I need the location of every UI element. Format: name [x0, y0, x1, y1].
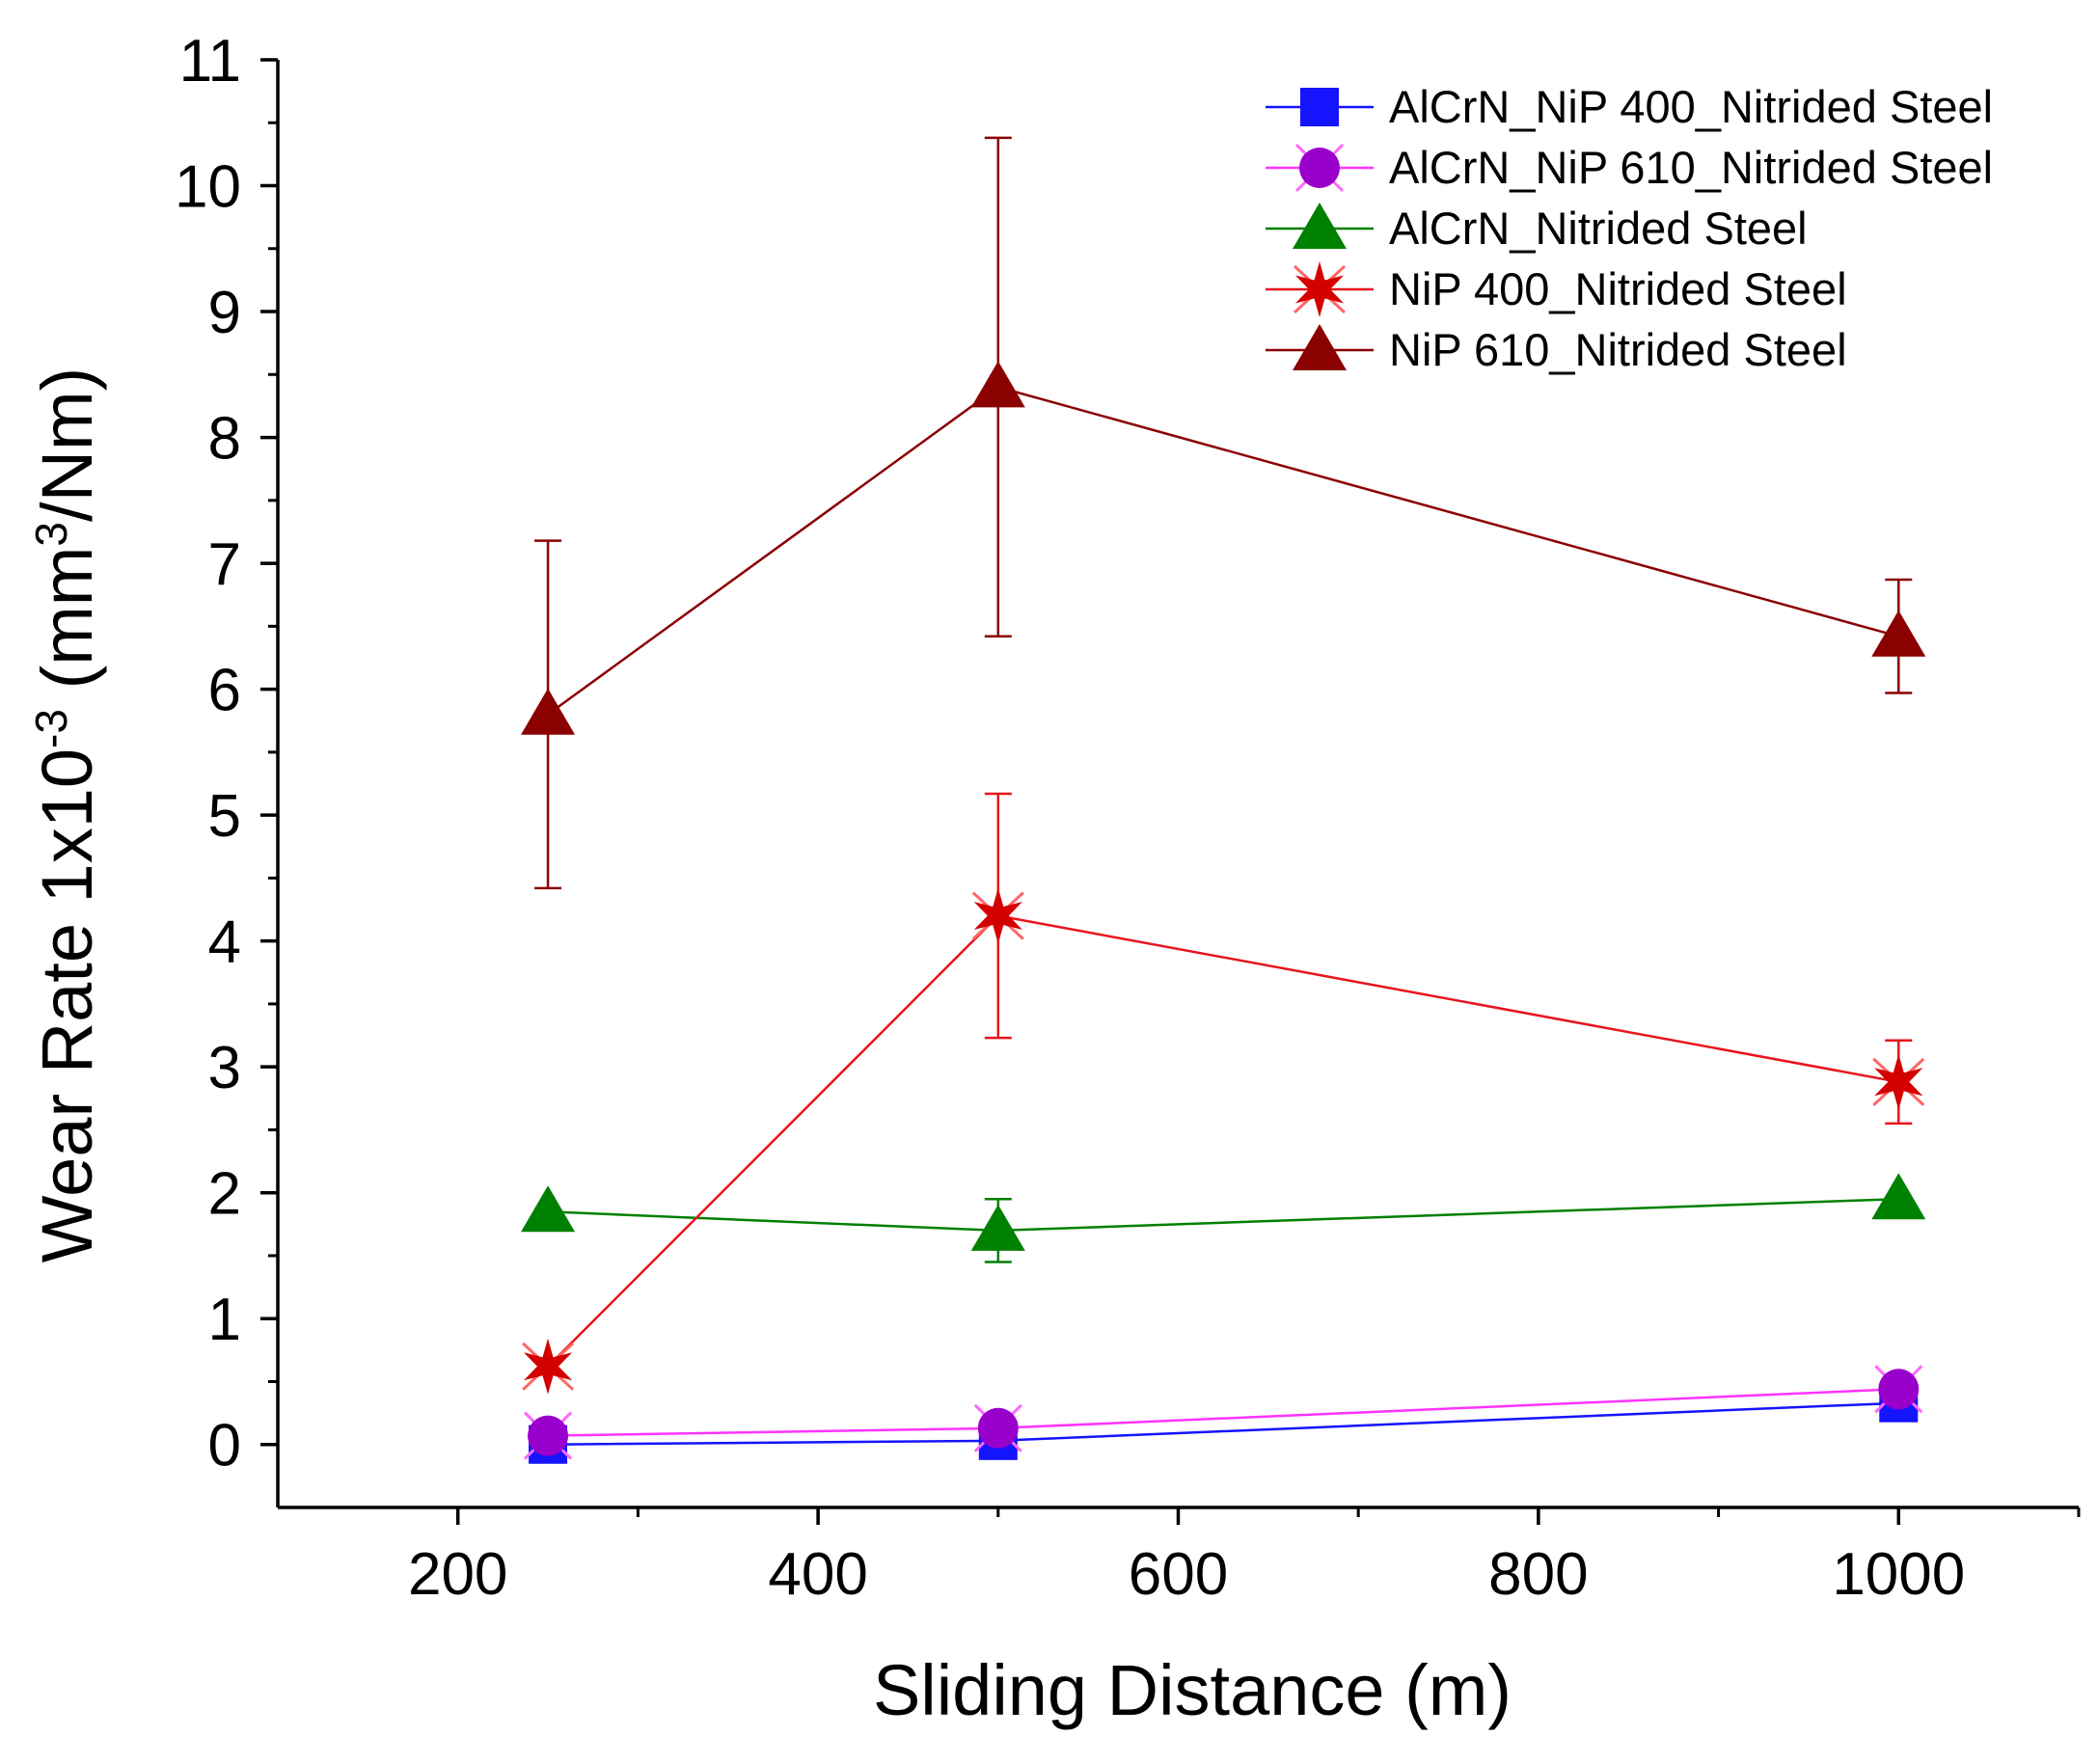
y-axis-label-unit-open: (mm — [27, 547, 107, 710]
y-tick-label: 10 — [175, 154, 241, 221]
data-point — [970, 361, 1025, 408]
series-5 — [521, 136, 1926, 890]
legend-label: NiP 610_Nitrided Steel — [1389, 324, 1847, 375]
y-tick-label: 2 — [208, 1161, 241, 1228]
y-tick-label: 6 — [208, 658, 241, 724]
x-tick-label: 800 — [1488, 1541, 1588, 1608]
y-tick-label: 7 — [208, 531, 241, 598]
data-point — [973, 1403, 1022, 1452]
data-point — [523, 1411, 573, 1460]
y-tick-label: 11 — [179, 28, 241, 95]
legend-label: NiP 400_Nitrided Steel — [1389, 263, 1847, 314]
y-tick-label: 9 — [208, 280, 241, 346]
y-axis-label-unit-exponent: 3 — [26, 522, 76, 547]
y-tick-label: 0 — [208, 1413, 241, 1479]
data-point — [521, 1185, 576, 1233]
data-point — [1871, 610, 1926, 657]
legend-item: AlCrN_NiP 400_Nitrided Steel — [1266, 81, 1993, 132]
legend-marker — [1293, 261, 1347, 317]
x-tick-label: 600 — [1129, 1541, 1228, 1608]
x-tick-label: 1000 — [1832, 1541, 1965, 1608]
legend: AlCrN_NiP 400_Nitrided Steel AlCrN_NiP 61… — [1266, 81, 1993, 375]
series-1 — [529, 1383, 1919, 1464]
data-point — [522, 1338, 575, 1395]
series-3 — [521, 1173, 1926, 1263]
legend-item: NiP 400_Nitrided Steel — [1266, 261, 1847, 317]
data-series — [521, 136, 1926, 1464]
legend-item: NiP 610_Nitrided Steel — [1266, 324, 1847, 375]
data-point — [970, 1204, 1025, 1251]
legend-item: AlCrN_NiP 610_Nitrided Steel — [1266, 142, 1993, 193]
y-axis-label-prefix: Wear Rate 1x10 — [27, 748, 107, 1262]
legend-label: AlCrN_Nitrided Steel — [1389, 203, 1808, 254]
series-line — [547, 386, 1899, 716]
data-point — [1871, 1173, 1926, 1220]
legend-marker — [1293, 324, 1347, 370]
legend-label: AlCrN_NiP 610_Nitrided Steel — [1389, 142, 1993, 193]
data-point — [521, 688, 576, 735]
x-tick-label: 400 — [768, 1541, 867, 1608]
y-axis-label-exponent: -3 — [26, 709, 76, 748]
series-4 — [522, 792, 1925, 1395]
series-line — [547, 1401, 1899, 1446]
legend-marker — [1293, 203, 1347, 249]
y-tick-label: 5 — [208, 783, 241, 850]
series-2 — [523, 1365, 1923, 1460]
y-tick-label: 8 — [208, 406, 241, 473]
legend-label: AlCrN_NiP 400_Nitrided Steel — [1389, 81, 1993, 132]
series-line — [547, 914, 1899, 1368]
series-line — [547, 1197, 1899, 1233]
x-tick-label: 200 — [408, 1541, 507, 1608]
data-point — [971, 887, 1024, 944]
y-axis-label-unit-close: /Nm) — [27, 367, 107, 522]
y-tick-label: 3 — [208, 1035, 241, 1101]
axes: 0 1 2 3 4 5 6 7 8 9 10 11 200 400 600 800 1000 — [175, 28, 2081, 1608]
data-point — [1872, 1053, 1925, 1110]
y-tick-label: 1 — [208, 1287, 241, 1353]
y-axis-label: Wear Rate 1x10-3 (mm3/Nm) — [26, 367, 107, 1263]
x-axis-label: Sliding Distance (m) — [873, 1650, 1511, 1730]
data-point — [1874, 1365, 1923, 1414]
legend-item: AlCrN_Nitrided Steel — [1266, 203, 1808, 254]
y-tick-label: 4 — [208, 909, 241, 976]
legend-marker — [1300, 88, 1339, 126]
legend-marker — [1294, 143, 1345, 193]
